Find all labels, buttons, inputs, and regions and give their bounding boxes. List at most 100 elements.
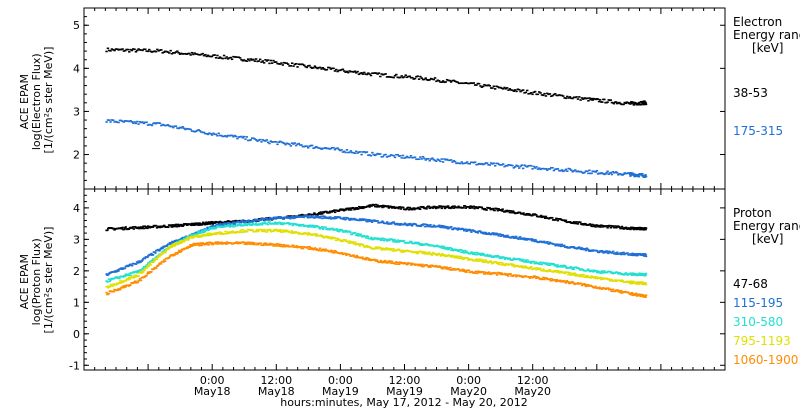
data-point — [526, 259, 529, 261]
data-point — [547, 264, 550, 266]
data-point — [584, 285, 588, 288]
data-point — [484, 259, 488, 262]
data-point — [603, 270, 606, 272]
data-point — [491, 207, 495, 210]
data-point — [150, 51, 154, 53]
data-point — [259, 242, 262, 244]
data-point — [173, 240, 176, 243]
data-point — [644, 228, 647, 231]
data-point — [108, 286, 111, 288]
data-point — [153, 259, 156, 262]
data-point — [186, 224, 189, 227]
data-point — [240, 58, 243, 61]
data-point — [586, 97, 589, 100]
data-point — [224, 230, 227, 233]
data-point — [170, 52, 174, 55]
data-point — [498, 263, 501, 266]
data-point — [298, 223, 302, 226]
data-point — [328, 148, 331, 150]
data-point — [477, 258, 480, 261]
data-point — [309, 233, 312, 235]
data-point — [115, 282, 119, 285]
data-point — [218, 56, 222, 58]
data-point — [201, 230, 204, 232]
data-point — [125, 48, 128, 51]
data-point — [434, 265, 437, 268]
data-point — [425, 225, 428, 228]
data-point — [425, 78, 429, 81]
data-point — [433, 159, 437, 162]
data-point — [443, 81, 446, 84]
data-point — [598, 286, 601, 289]
data-point — [522, 89, 525, 91]
data-point — [163, 259, 166, 261]
data-point — [281, 141, 285, 144]
data-point — [557, 270, 560, 273]
data-point — [460, 251, 463, 254]
data-point — [249, 139, 252, 141]
data-point — [589, 98, 592, 101]
data-point — [427, 251, 431, 254]
data-point — [147, 225, 151, 228]
data-point — [123, 227, 127, 229]
data-point — [358, 219, 361, 222]
data-point — [356, 152, 359, 154]
data-point — [290, 222, 294, 225]
data-point — [215, 231, 218, 234]
data-point — [250, 243, 254, 245]
data-point — [118, 48, 122, 51]
data-point — [323, 68, 326, 70]
data-point — [465, 271, 468, 273]
data-point — [357, 151, 361, 153]
data-point — [639, 228, 642, 230]
data-point — [290, 142, 294, 144]
data-point — [506, 274, 509, 276]
data-point — [321, 215, 325, 217]
data-point — [204, 132, 207, 135]
data-point — [109, 121, 112, 123]
data-point — [555, 264, 558, 267]
data-point — [456, 228, 459, 231]
data-point — [539, 168, 542, 171]
data-point — [482, 259, 485, 261]
data-point — [380, 205, 383, 207]
data-point — [583, 284, 587, 286]
data-point — [509, 273, 512, 275]
data-point — [420, 265, 423, 268]
data-point — [122, 285, 125, 287]
data-point — [167, 247, 170, 249]
data-point — [278, 63, 282, 65]
data-point — [194, 244, 197, 246]
data-point — [112, 227, 115, 230]
data-point — [630, 274, 633, 276]
data-point — [381, 239, 384, 241]
data-point — [512, 263, 516, 266]
data-point — [548, 168, 552, 170]
data-point — [116, 121, 119, 124]
data-point — [349, 150, 353, 152]
data-point — [629, 228, 632, 231]
data-point — [443, 207, 447, 210]
data-point — [472, 205, 476, 208]
data-point — [440, 81, 443, 84]
data-point — [301, 145, 305, 148]
data-point — [455, 255, 459, 258]
data-point — [497, 271, 500, 274]
data-point — [172, 51, 175, 54]
data-point — [356, 255, 359, 258]
data-point — [361, 151, 365, 153]
data-point — [362, 244, 365, 246]
data-point — [536, 168, 540, 170]
data-point — [534, 262, 537, 265]
data-point — [559, 94, 562, 97]
data-point — [641, 173, 644, 175]
data-point — [363, 257, 367, 260]
data-point — [191, 223, 194, 225]
data-point — [567, 281, 570, 283]
data-point — [492, 85, 496, 88]
data-point — [319, 66, 322, 69]
data-point — [475, 258, 478, 261]
data-point — [466, 228, 470, 231]
data-point — [136, 120, 139, 123]
data-point — [508, 164, 512, 166]
